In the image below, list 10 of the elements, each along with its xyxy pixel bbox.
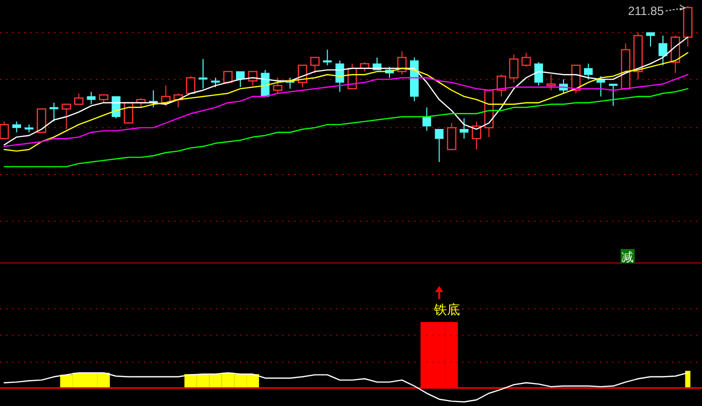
text: 减 <box>622 250 634 264</box>
candlestick <box>323 49 332 66</box>
candlestick <box>658 35 668 66</box>
candlestick <box>198 58 208 90</box>
annotation: 211.85 <box>628 4 664 18</box>
candlestick <box>24 124 34 133</box>
candlestick <box>460 118 468 140</box>
text: 铁底 <box>433 302 460 317</box>
candlestick <box>50 102 58 122</box>
candlestick <box>422 106 432 132</box>
